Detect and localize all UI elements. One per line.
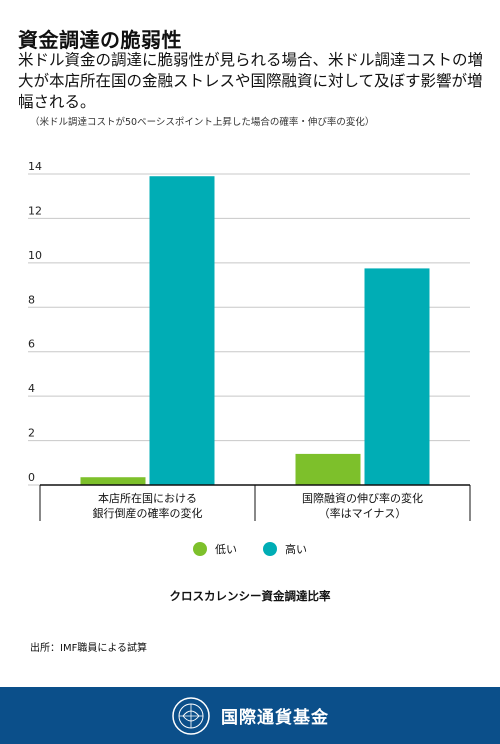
footer-bar: 国際通貨基金 xyxy=(0,687,500,744)
category-label-1-line-0: 国際融資の伸び率の変化 xyxy=(302,491,423,505)
y-tick-label-6: 6 xyxy=(28,338,35,351)
category-label-1-line-1: （率はマイナス） xyxy=(319,506,407,520)
y-tick-label-10: 10 xyxy=(28,249,42,262)
legend: 低い 高い xyxy=(0,541,500,557)
y-tick-label-0: 0 xyxy=(28,471,35,484)
org-name: 国際通貨基金 xyxy=(221,708,329,728)
legend-label-low: 低い xyxy=(215,543,237,556)
legend-item-high: 高い xyxy=(263,541,307,557)
legend-label-high: 高い xyxy=(285,543,307,556)
chart-note: （米ドル調達コストが50ベーシスポイント上昇した場合の確率・伸び率の変化） xyxy=(30,117,375,128)
source-note: 出所：IMF職員による試算 xyxy=(30,643,148,654)
bar-low-1 xyxy=(295,453,361,485)
y-tick-label-14: 14 xyxy=(28,160,42,173)
chart-title: 資金調達の脆弱性 xyxy=(18,28,182,52)
legend-item-low: 低い xyxy=(193,541,237,557)
y-tick-label-4: 4 xyxy=(28,382,35,395)
bar-high-1 xyxy=(364,268,430,485)
y-tick-label-8: 8 xyxy=(28,293,35,306)
y-tick-label-12: 12 xyxy=(28,204,42,217)
category-label-0-line-1: 銀行倒産の確率の変化 xyxy=(93,506,203,520)
y-tick-label-2: 2 xyxy=(28,427,35,440)
x-axis-title: クロスカレンシー資金調達比率 xyxy=(169,589,331,603)
bar-low-0 xyxy=(80,477,146,485)
legend-swatch-low xyxy=(193,542,207,556)
legend-swatch-high xyxy=(263,542,277,556)
chart-subtitle: 米ドル資金の調達に脆弱性が見られる場合、米ドル調達コストの増大が本店所在国の金融… xyxy=(18,51,484,111)
imf-seal-icon xyxy=(172,696,210,735)
bar-high-0 xyxy=(149,176,215,485)
category-label-0-line-0: 本店所在国における xyxy=(98,491,197,505)
